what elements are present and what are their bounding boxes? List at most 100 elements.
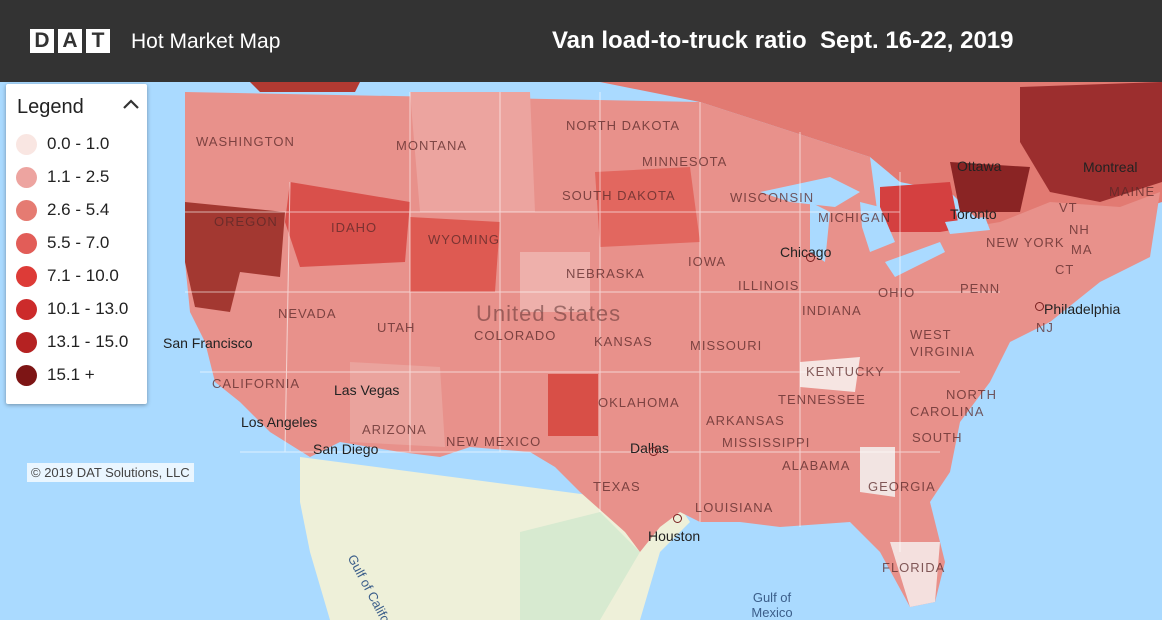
state-label: ARIZONA [362,422,427,437]
state-label: NEW YORK [986,235,1065,250]
legend-swatch [16,331,37,353]
bc-strip [250,82,360,92]
city-label: Montreal [1083,159,1138,175]
city-label: Los Angeles [241,414,318,430]
state-label: NEW MEXICO [446,434,542,449]
state-label: SOUTH DAKOTA [562,188,676,203]
legend-swatch [16,166,37,188]
city-label: San Francisco [163,335,253,351]
state-label: WISCONSIN [730,190,815,205]
region-borders [185,92,1000,552]
state-label: MINNESOTA [642,154,728,169]
country-label: United States [476,301,622,326]
logo-letter: T [86,29,110,53]
state-label: NEVADA [278,306,337,321]
water-label: Gulf of Mexico [751,590,793,620]
ottawa-region [950,162,1030,212]
legend-label: 15.1 + [47,365,95,384]
oregon-region [185,202,285,312]
lake-huron [860,202,895,252]
city-label: Ottawa [957,158,1002,174]
state-label: MA [1071,242,1093,257]
montana-region [410,92,535,212]
legend-item: 13.1 - 15.0 [16,330,128,354]
city-marker [806,253,815,262]
legend-item: 1.1 - 2.5 [16,165,109,189]
state-label: KENTUCKY [806,364,885,379]
legend-swatch [16,298,37,320]
chevron-up-icon[interactable] [121,94,141,114]
city-label: Toronto [950,206,997,222]
lake-superior [760,177,860,207]
state-label: NORTH [946,387,997,402]
legend-swatch [16,364,37,386]
state-label: WYOMING [428,232,500,247]
legend-item: 7.1 - 10.0 [16,264,119,288]
state-label: OKLAHOMA [598,395,680,410]
legend-label: 13.1 - 15.0 [47,332,129,351]
state-label: OHIO [878,285,916,300]
state-label: IOWA [688,254,727,269]
legend-item: 15.1 + [16,363,95,387]
map-svg [0,82,1162,620]
legend-label: 0.0 - 1.0 [47,134,110,153]
logo-letter: D [30,29,54,53]
state-label: KANSAS [594,334,653,349]
legend-item: 5.5 - 7.0 [16,231,109,255]
state-label: CAROLINA [910,404,985,419]
state-label: MAINE [1109,184,1156,199]
city-marker [1035,302,1044,311]
state-label: INDIANA [802,303,862,318]
state-label: NORTH DAKOTA [566,118,681,133]
city-label: San Diego [313,441,379,457]
state-label: GEORGIA [868,479,936,494]
map-title: Van load-to-truck ratio Sept. 16-22, 201… [552,27,1014,54]
nebraska-region [520,252,590,312]
state-label: IDAHO [331,220,378,235]
state-label: CALIFORNIA [212,376,301,391]
state-label: TENNESSEE [778,392,866,407]
legend-label: 7.1 - 10.0 [47,266,119,285]
city-label: Philadelphia [1044,301,1121,317]
state-label: VIRGINIA [910,344,976,359]
legend-swatch [16,199,37,221]
arizona-region [350,362,445,447]
state-label: TEXAS [593,479,641,494]
dat-logo: D A T [30,29,110,53]
florida-light-region [890,542,940,607]
canada-region [150,82,1162,242]
kentucky-light-region [800,357,860,392]
legend-title: Legend [17,96,84,118]
city-label: Las Vegas [334,382,400,398]
georgia-light-region [860,447,895,497]
state-label: WEST [910,327,952,342]
state-label: WASHINGTON [196,134,295,149]
logo-letter: A [58,29,82,53]
baja-land [300,472,420,620]
legend-panel: Legend 0.0 - 1.0 1.1 - 2.5 2.6 - 5.4 5.5… [6,84,147,404]
legend-label: 10.1 - 13.0 [47,299,129,318]
quebec-region [1020,82,1162,202]
legend-item: 10.1 - 13.0 [16,297,128,321]
app-title: Hot Market Map [131,30,281,53]
state-label: NJ [1036,320,1054,335]
state-label: ILLINOIS [738,278,800,293]
legend-label: 2.6 - 5.4 [47,200,110,219]
legend-label: 5.5 - 7.0 [47,233,110,252]
legend-swatch [16,232,37,254]
city-label: Houston [648,528,701,544]
map-canvas[interactable]: United States WASHINGTON MONTANA NORTH D… [0,82,1162,620]
state-label: UTAH [377,320,416,335]
state-label: LOUISIANA [695,500,774,515]
oklahoma-hot-block [548,374,598,436]
state-label: MONTANA [396,138,468,153]
lake-michigan [810,202,830,262]
state-label: COLORADO [474,328,557,343]
legend-swatch [16,133,37,155]
state-label: NH [1069,222,1090,237]
state-label: SOUTH [912,430,963,445]
copyright-notice: © 2019 DAT Solutions, LLC [27,463,194,482]
city-marker [673,514,682,523]
legend-label: 1.1 - 2.5 [47,167,110,186]
mexico-highland [520,512,640,620]
